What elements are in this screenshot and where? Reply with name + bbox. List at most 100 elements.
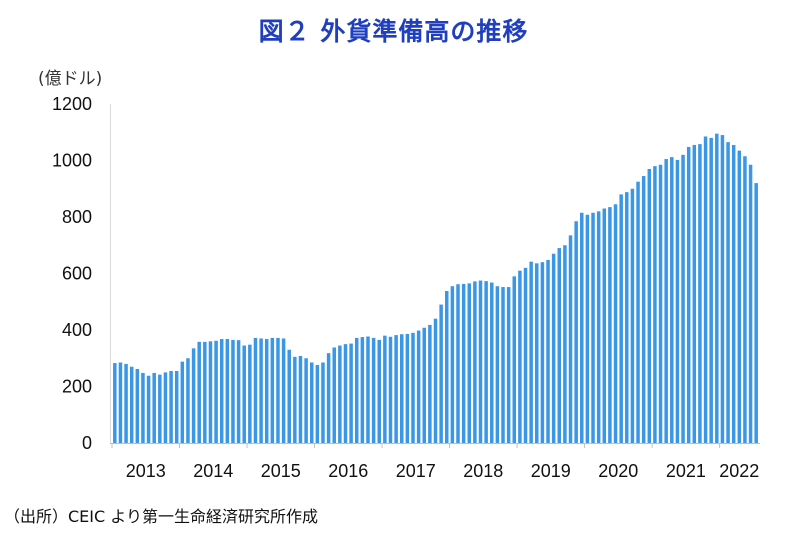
bar [152, 372, 156, 443]
bar [523, 267, 528, 443]
bar [405, 333, 410, 443]
bar [394, 335, 398, 443]
bar [208, 341, 213, 443]
bar [529, 261, 533, 443]
bar [253, 337, 258, 443]
bar [129, 366, 134, 443]
bar [236, 340, 241, 443]
bar [141, 372, 145, 443]
bar [518, 270, 522, 443]
bar [495, 286, 500, 443]
bar [608, 207, 612, 443]
bar [411, 332, 415, 443]
chart-title: 図２ 外貨準備高の推移 [258, 17, 529, 46]
y-tick-label: 0 [82, 433, 92, 453]
bar [450, 286, 455, 443]
bar [259, 338, 263, 443]
bar [675, 159, 680, 443]
bar [366, 336, 370, 443]
bar [613, 204, 618, 443]
y-tick-label: 1200 [52, 94, 92, 114]
bar [602, 208, 607, 443]
bar [658, 164, 663, 444]
y-axis-unit-label: (億ドル) [38, 69, 103, 89]
x-tick-label: 2019 [531, 461, 571, 481]
bar [180, 361, 185, 443]
bar [383, 335, 387, 443]
bar [737, 150, 742, 444]
bar [321, 362, 325, 443]
bar [574, 221, 578, 443]
bar [467, 283, 471, 443]
bar [585, 214, 590, 443]
y-tick-label: 800 [62, 207, 92, 227]
bar [281, 338, 286, 443]
bar [490, 282, 494, 443]
bar [158, 374, 162, 443]
bar [630, 188, 635, 443]
bar [461, 283, 466, 443]
bar [276, 337, 280, 443]
bar [400, 334, 404, 443]
bar [388, 336, 393, 443]
bar [219, 339, 224, 443]
bar [422, 327, 426, 443]
y-axis-ticks: 0 200 400 600 800 1000 1200 [52, 94, 92, 453]
bar [445, 291, 449, 443]
bar [641, 176, 646, 444]
bar [163, 372, 168, 444]
bar [709, 137, 713, 443]
bar [146, 375, 151, 443]
bar [169, 370, 173, 443]
bar [287, 349, 291, 443]
bar [726, 142, 730, 443]
bar [298, 355, 303, 443]
bar [332, 347, 336, 443]
bar [439, 304, 443, 443]
bar [428, 324, 432, 443]
bar [653, 166, 657, 443]
bar [484, 281, 488, 443]
bar [456, 284, 460, 443]
bar [113, 363, 117, 443]
bar [557, 248, 562, 443]
bar [720, 135, 725, 443]
x-tick-label: 2017 [396, 461, 436, 481]
bar [264, 339, 269, 443]
bar [416, 330, 421, 443]
bar [743, 156, 747, 443]
bar [546, 259, 550, 443]
bar [664, 159, 668, 443]
bar [698, 144, 702, 443]
bar [377, 339, 381, 443]
bar [186, 358, 190, 443]
bar [625, 192, 629, 443]
bar [371, 337, 376, 443]
x-tick-label: 2022 [719, 461, 759, 481]
y-tick-label: 600 [62, 264, 92, 284]
bar [647, 168, 652, 444]
bar [315, 365, 320, 443]
bar [501, 287, 505, 443]
bar [203, 341, 207, 443]
bar [670, 157, 674, 444]
bar [343, 344, 348, 444]
bar [596, 211, 601, 443]
x-tick-label: 2015 [261, 461, 301, 481]
bar [681, 154, 685, 443]
bar [433, 318, 438, 443]
bar [478, 280, 483, 443]
x-tick-label: 2014 [193, 461, 233, 481]
y-tick-label: 400 [62, 320, 92, 340]
bar [214, 340, 218, 443]
y-tick-label: 200 [62, 377, 92, 397]
bar [135, 368, 140, 443]
x-tick-label: 2013 [126, 461, 166, 481]
bar [636, 181, 640, 443]
bar [270, 337, 275, 443]
x-tick-label: 2018 [463, 461, 503, 481]
bar [349, 343, 353, 443]
bar [174, 370, 179, 443]
bar [326, 353, 331, 443]
y-tick-label: 1000 [52, 151, 92, 171]
